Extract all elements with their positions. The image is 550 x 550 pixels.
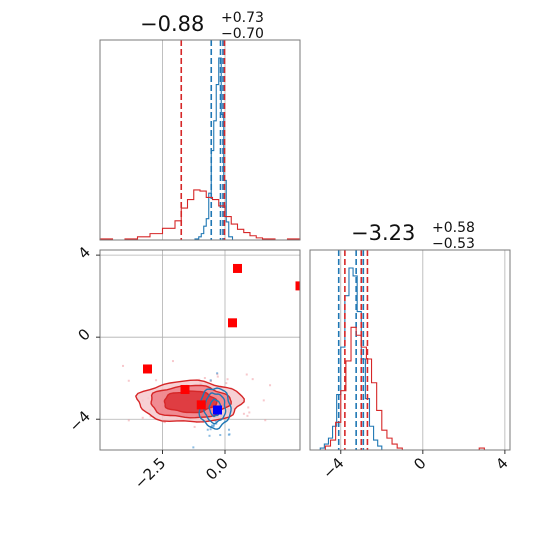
sample-point xyxy=(262,399,265,402)
sample-point xyxy=(209,379,212,382)
histogram-step-series-1 xyxy=(320,326,485,451)
tick-label-x: 0.0 xyxy=(202,454,232,484)
sample-point xyxy=(127,379,130,382)
sample-point xyxy=(122,364,125,367)
tick-label-x: 4 xyxy=(492,454,511,473)
title-2-main: −3.23 xyxy=(351,221,415,245)
panel-frame xyxy=(309,249,511,451)
sample-point xyxy=(228,433,231,436)
sample-point xyxy=(171,360,174,363)
sample-point xyxy=(225,382,228,385)
title-2-sub: −0.53 xyxy=(432,236,475,252)
sample-point xyxy=(141,416,144,419)
marker-point-2 xyxy=(228,318,237,328)
sample-point xyxy=(216,372,219,375)
sample-point xyxy=(208,434,211,437)
sample-point xyxy=(203,377,206,380)
joint-scatter-panel: −2.5 0.0 4 0 −4 xyxy=(66,243,317,493)
marginal-histogram-2: −4 0 4 xyxy=(309,249,512,482)
histogram-step-series-1 xyxy=(99,189,301,241)
sample-point xyxy=(228,428,231,431)
tick-label-y: 0 xyxy=(75,325,94,344)
marker-point-1 xyxy=(295,281,300,291)
sample-point xyxy=(226,378,229,381)
sample-point xyxy=(269,384,272,387)
sample-point xyxy=(127,419,130,422)
sample-point xyxy=(192,446,195,449)
sample-point xyxy=(162,420,165,423)
sample-point xyxy=(214,420,217,423)
tick-label-y: 4 xyxy=(75,243,94,262)
histogram-step-series-0 xyxy=(194,57,234,240)
sample-point xyxy=(247,406,250,409)
tick-label-x: −4 xyxy=(319,454,347,482)
panel-frame xyxy=(99,249,301,451)
sample-point xyxy=(245,373,248,376)
sample-point xyxy=(264,419,267,422)
sample-point xyxy=(206,428,209,431)
sample-point xyxy=(193,425,196,428)
sample-point xyxy=(163,421,166,424)
title-1-sup: +0.73 xyxy=(221,10,264,26)
histogram-step-series-0 xyxy=(319,267,383,450)
tick-label-y: −4 xyxy=(66,407,94,435)
sample-point xyxy=(242,412,245,415)
title-marginal-2: −3.23 +0.58 −0.53 xyxy=(351,220,475,252)
marginal-histogram-1 xyxy=(99,39,301,241)
marker-point-6 xyxy=(213,405,222,415)
tick-label-x: 0 xyxy=(410,454,429,473)
marker-point-0 xyxy=(233,263,242,273)
sample-point xyxy=(246,414,249,417)
title-1-main: −0.88 xyxy=(140,12,204,36)
sample-point xyxy=(209,428,212,431)
marker-point-3 xyxy=(143,364,152,374)
sample-point xyxy=(219,434,222,437)
marker-point-4 xyxy=(180,384,190,394)
sample-point xyxy=(212,423,215,426)
sample-point xyxy=(216,375,219,378)
title-marginal-1: −0.88 +0.73 −0.70 xyxy=(140,10,264,42)
marker-point-5 xyxy=(196,400,206,410)
sample-point xyxy=(212,425,215,428)
sample-point xyxy=(251,378,254,381)
title-2-sup: +0.58 xyxy=(432,220,475,236)
tick-label-x: −2.5 xyxy=(131,454,169,492)
panel-frame xyxy=(99,39,301,241)
sample-point xyxy=(315,396,317,398)
joint-plot-area xyxy=(100,250,317,450)
sample-point xyxy=(210,424,213,427)
sample-point xyxy=(149,415,152,418)
title-1-sub: −0.70 xyxy=(221,26,264,42)
sample-point xyxy=(248,411,251,414)
contour-level-2 xyxy=(208,398,222,418)
sample-point xyxy=(155,379,158,382)
